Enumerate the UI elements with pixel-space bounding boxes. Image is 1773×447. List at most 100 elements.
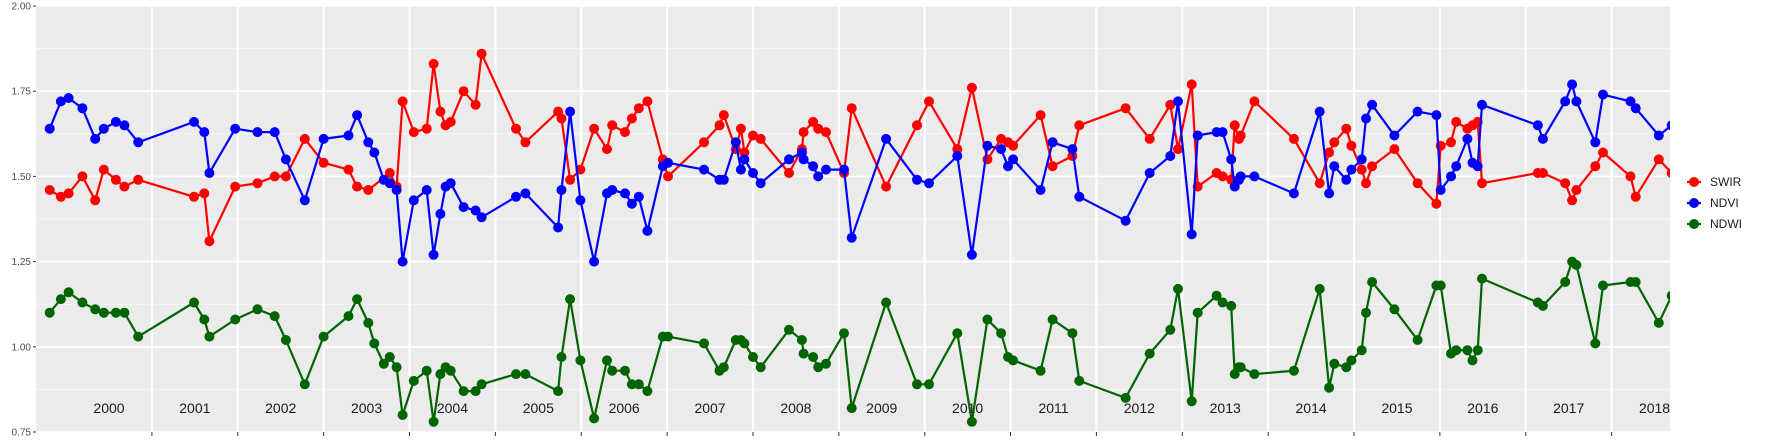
year-label: 2008 — [780, 400, 811, 416]
data-point-swir — [1356, 164, 1367, 175]
data-point-swir — [1537, 168, 1548, 178]
data-point-ndvi — [269, 127, 280, 138]
data-point-swir — [1630, 191, 1641, 202]
data-point-swir — [1008, 140, 1019, 151]
data-point-swir — [1431, 198, 1442, 209]
data-point-ndvi — [748, 168, 758, 178]
data-point-ndwi — [553, 386, 564, 397]
year-labels: 2000 2001 2002 2003 2004 2005 2006 2007 2008 2009… — [93, 400, 1670, 416]
data-point-swir — [846, 103, 857, 114]
data-point-ndvi — [1324, 188, 1335, 199]
data-point-ndwi — [1462, 345, 1473, 356]
data-point-swir — [602, 144, 612, 155]
data-point-ndvi — [63, 93, 74, 103]
data-point-swir — [1047, 161, 1058, 172]
data-point-ndvi — [1598, 89, 1608, 100]
data-point-ndwi — [1329, 358, 1340, 369]
data-point-swir — [63, 188, 74, 199]
data-point-ndwi — [1724, 257, 1734, 267]
data-point-swir — [343, 164, 354, 175]
data-point-ndvi — [1186, 229, 1197, 240]
data-point-ndwi — [119, 307, 130, 318]
data-point-ndvi — [663, 157, 673, 168]
data-point-ndwi — [421, 365, 432, 376]
data-point-ndwi — [1173, 283, 1183, 294]
year-label: 2000 — [93, 400, 124, 416]
legend-key-point — [1689, 219, 1699, 229]
y-axis: 0.75 1.00 1.25 1.50 1.75 2.00 — [12, 2, 1613, 439]
data-point-ndvi — [1192, 130, 1203, 141]
data-point-swir — [90, 195, 101, 206]
data-point-ndvi — [565, 106, 576, 117]
data-point-swir — [511, 123, 521, 134]
data-point-ndwi — [755, 362, 766, 373]
data-point-ndwi — [575, 355, 586, 366]
data-point-ndwi — [1590, 338, 1601, 349]
data-point-swir — [699, 137, 709, 148]
data-point-ndvi — [369, 147, 380, 158]
data-point-ndwi — [1361, 307, 1371, 318]
data-point-ndwi — [1235, 362, 1246, 373]
data-point-ndwi — [982, 314, 993, 325]
data-point-ndwi — [1192, 307, 1203, 318]
data-point-ndvi — [1346, 164, 1357, 175]
data-point-swir — [199, 188, 210, 199]
data-point-ndwi — [520, 369, 531, 380]
data-point-swir — [318, 157, 329, 168]
data-point-swir — [1676, 107, 1686, 117]
data-point-ndwi — [642, 386, 653, 397]
data-point-ndwi — [1716, 291, 1726, 301]
data-point-ndvi — [397, 256, 408, 267]
data-point-swir — [784, 168, 794, 178]
data-point-ndwi — [784, 324, 794, 335]
data-point-ndvi — [1288, 188, 1299, 199]
data-point-swir — [1477, 178, 1487, 189]
data-point-ndvi — [952, 151, 963, 161]
data-point-ndvi — [1653, 130, 1664, 141]
data-point-ndwi — [1324, 382, 1335, 393]
data-point-ndvi — [318, 133, 329, 144]
data-point-ndwi — [1705, 260, 1715, 270]
data-point-ndwi — [1067, 328, 1078, 339]
data-point-ndwi — [252, 304, 263, 315]
data-point-swir — [565, 174, 576, 185]
legend-key-point — [1689, 198, 1699, 208]
data-point-ndwi — [808, 352, 819, 362]
data-point-ndwi — [397, 410, 408, 420]
data-point-ndvi — [739, 154, 750, 165]
data-point-swir — [966, 82, 977, 93]
data-point-ndvi — [1477, 99, 1487, 110]
data-point-ndwi — [556, 352, 567, 362]
data-point-swir — [1144, 133, 1155, 144]
data-point-ndwi — [1412, 335, 1423, 345]
data-point-ndwi — [511, 369, 521, 380]
data-point-swir — [299, 133, 310, 144]
data-point-ndvi — [846, 232, 857, 243]
data-point-ndvi — [1537, 133, 1548, 144]
data-point-swir — [470, 99, 481, 110]
data-point-swir — [1120, 103, 1131, 114]
data-point-ndvi — [1047, 137, 1058, 148]
data-point-ndvi — [553, 222, 564, 233]
data-point-ndwi — [189, 297, 199, 308]
data-point-ndvi — [699, 164, 709, 175]
data-point-ndwi — [739, 338, 750, 349]
data-point-swir — [110, 174, 121, 185]
data-point-ndvi — [408, 195, 419, 206]
y-tick-label: 2.00 — [12, 2, 32, 13]
data-point-ndvi — [299, 195, 310, 206]
year-label: 2012 — [1124, 400, 1155, 416]
year-label: 2006 — [609, 400, 640, 416]
data-point-swir — [642, 96, 653, 107]
data-point-ndwi — [458, 386, 469, 397]
y-tick-label: 1.25 — [12, 257, 32, 268]
data-point-ndvi — [352, 110, 363, 121]
data-point-ndvi — [798, 154, 809, 165]
data-point-ndvi — [1567, 79, 1578, 90]
data-point-swir — [269, 171, 280, 182]
data-point-ndvi — [44, 123, 55, 134]
data-point-ndvi — [445, 178, 456, 189]
year-label: 2005 — [523, 400, 554, 416]
data-point-ndwi — [1685, 318, 1695, 328]
